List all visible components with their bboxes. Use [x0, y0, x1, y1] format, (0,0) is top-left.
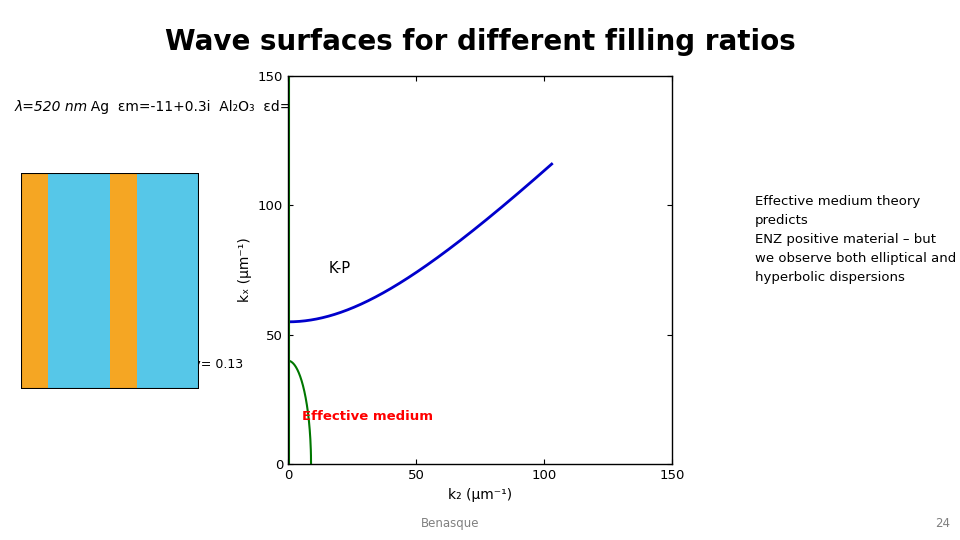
- X-axis label: k₂ (μm⁻¹): k₂ (μm⁻¹): [448, 488, 512, 502]
- Bar: [110, 173, 136, 389]
- Text: a=23.7nm: a=23.7nm: [20, 355, 86, 368]
- Text: Benasque: Benasque: [420, 517, 479, 530]
- Text: Effective medium theory
predicts
ENZ positive material – but
we observe both ell: Effective medium theory predicts ENZ pos…: [755, 195, 956, 284]
- Text: εz= 4.23  εx,y= 0.13: εz= 4.23 εx,y= 0.13: [112, 358, 243, 371]
- Text: K-P: K-P: [329, 261, 351, 275]
- Bar: [48, 173, 109, 389]
- Text: Ag  εm=-11+0.3i  Al₂O₃  εd=1.82: Ag εm=-11+0.3i Al₂O₃ εd=1.82: [82, 100, 323, 114]
- Text: 24: 24: [935, 517, 950, 530]
- Text: λ=520 nm: λ=520 nm: [15, 100, 88, 114]
- Bar: [136, 173, 199, 389]
- Text: b=6.3 nm: b=6.3 nm: [20, 370, 83, 383]
- Text: Effective medium: Effective medium: [302, 410, 433, 423]
- Text: Wave surfaces for different filling ratios: Wave surfaces for different filling rati…: [164, 28, 796, 56]
- Bar: [21, 173, 48, 389]
- Y-axis label: kₓ (μm⁻¹): kₓ (μm⁻¹): [238, 238, 252, 302]
